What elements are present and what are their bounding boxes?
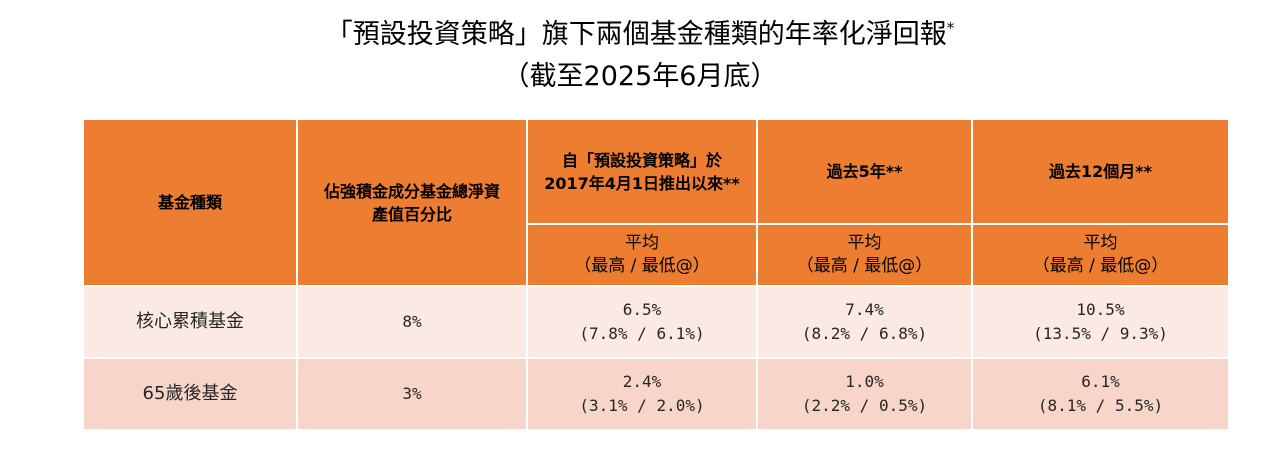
return-range: (13.5% / 9.3%) [1033, 324, 1168, 343]
return-range: (3.1% / 2.0%) [579, 396, 705, 415]
title-text: 「預設投資策略」旗下兩個基金種類的年率化淨回報 [325, 19, 947, 50]
subheader-past-12m: 平均 （最高 / 最低@） [971, 223, 1230, 287]
subheader-avg: 平均 [625, 233, 659, 253]
return-avg: 10.5% [1076, 300, 1125, 319]
header-since-launch: 自「預設投資策略」於2017年4月1日推出以來** [526, 118, 758, 225]
table-subheader-row: 平均 （最高 / 最低@） 平均 （最高 / 最低@） 平均 （最高 / 最低@… [83, 223, 1230, 287]
header-past-12m: 過去12個月** [971, 118, 1230, 225]
title-footnote-mark: * [946, 19, 955, 37]
cell-past-5y: 1.0% (2.2% / 0.5%) [756, 357, 973, 431]
return-range: (7.8% / 6.1%) [579, 324, 705, 343]
page-title: 「預設投資策略」旗下兩個基金種類的年率化淨回報* [0, 18, 1280, 52]
table-row: 核心累積基金 8% 6.5% (7.8% / 6.1%) 7.4% (8.2% … [82, 285, 1230, 359]
subheader-range: （最高 / 最低@） [574, 256, 710, 276]
return-avg: 6.1% [1081, 372, 1120, 391]
header-fund-type: 基金種類 [82, 118, 298, 287]
return-avg: 2.4% [622, 372, 662, 391]
subheader-since-launch: 平均 （最高 / 最低@） [526, 223, 758, 287]
return-range: (8.2% / 6.8%) [801, 324, 928, 343]
page-subtitle: （截至2025年6月底） [502, 61, 778, 92]
subheader-avg: 平均 [1083, 233, 1118, 253]
cell-since-launch: 6.5% (7.8% / 6.1%) [526, 285, 758, 359]
return-avg: 1.0% [845, 372, 884, 391]
fund-name: 65歲後基金 [82, 357, 298, 431]
return-avg: 7.4% [845, 300, 884, 319]
fund-weight: 8% [296, 285, 528, 359]
returns-table: 基金種類 佔強積金成分基金總淨資產值百分比 自「預設投資策略」於2017年4月1… [82, 118, 1230, 431]
subheader-range: （最高 / 最低@） [1032, 256, 1169, 276]
header-weight-text: 佔強積金成分基金總淨資產值百分比 [323, 181, 500, 224]
cell-since-launch: 2.4% (3.1% / 2.0%) [526, 357, 758, 431]
cell-past-12m: 10.5% (13.5% / 9.3%) [971, 285, 1230, 359]
cell-past-12m: 6.1% (8.1% / 5.5%) [971, 357, 1230, 431]
return-range: (2.2% / 0.5%) [801, 396, 928, 415]
table-header-row: 基金種類 佔強積金成分基金總淨資產值百分比 自「預設投資策略」於2017年4月1… [82, 118, 1230, 287]
fund-weight: 3% [296, 357, 528, 431]
header-since-launch-text: 自「預設投資策略」於2017年4月1日推出以來** [544, 150, 740, 193]
cell-past-5y: 7.4% (8.2% / 6.8%) [756, 285, 973, 359]
subheader-avg: 平均 [847, 233, 882, 253]
subheader-range: （最高 / 最低@） [796, 256, 933, 276]
return-avg: 6.5% [622, 300, 662, 319]
table-row: 65歲後基金 3% 2.4% (3.1% / 2.0%) 1.0% (2.2% … [82, 357, 1230, 431]
return-range: (8.1% / 5.5%) [1037, 396, 1164, 415]
fund-name: 核心累積基金 [82, 285, 298, 359]
subheader-past-5y: 平均 （最高 / 最低@） [756, 223, 973, 287]
header-weight: 佔強積金成分基金總淨資產值百分比 [296, 118, 528, 287]
header-past-5y: 過去5年** [756, 118, 973, 225]
